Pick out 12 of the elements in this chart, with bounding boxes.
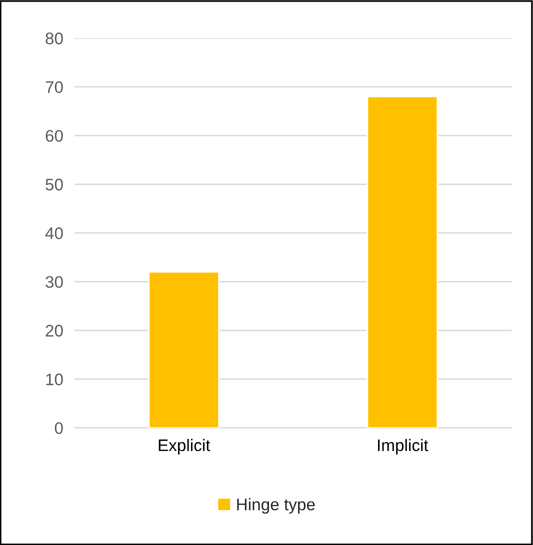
y-tick-label: 20 [46,324,63,337]
y-tick-label: 0 [54,422,63,434]
legend-label: Hinge type [237,498,315,514]
y-tick-label: 80 [46,32,63,44]
y-tick-label: 30 [46,276,63,288]
x-tick-label: Implicit [378,438,428,454]
y-tick-label: 70 [46,81,63,94]
y-tick-label: 10 [46,374,63,386]
y-tick-label: 60 [46,130,63,142]
y-tick-label: 50 [46,178,63,190]
x-tick-label: Explicit [158,438,210,454]
y-tick-label: 40 [45,227,63,240]
